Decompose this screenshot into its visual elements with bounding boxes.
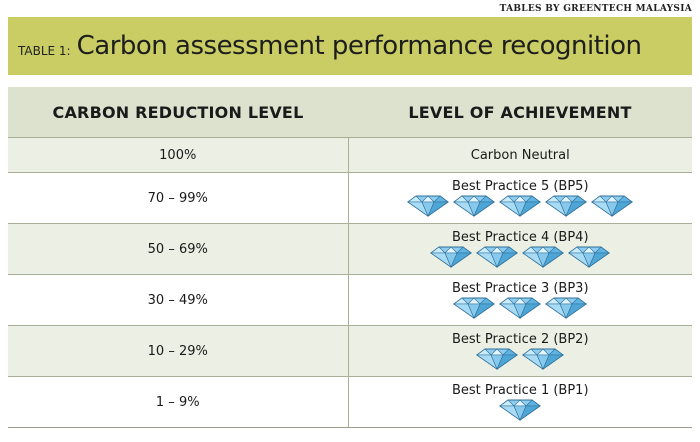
diamond-icon [476,246,519,268]
table-row: 100% Carbon Neutral [8,137,692,172]
diamond-icon [499,195,542,217]
achievement-label: Best Practice 4 (BP4) [451,230,589,245]
reduction-cell: 100% [8,138,349,172]
reduction-cell: 70 – 99% [8,173,349,223]
achievement-label: Best Practice 2 (BP2) [451,332,589,347]
reduction-cell: 1 – 9% [8,377,349,427]
diamond-rating [453,297,588,319]
header-reduction-level: CARBON REDUCTION LEVEL [52,102,304,122]
table-row: 50 – 69% Best Practice 4 (BP4) [8,223,692,274]
diamond-icon [407,195,450,217]
achievement-cell: Best Practice 2 (BP2) [349,326,693,376]
diamond-rating [499,399,542,421]
table-row: 10 – 29% Best Practice 2 (BP2) [8,325,692,376]
page-title: Carbon assessment performance recognitio… [76,31,642,61]
table-row: 1 – 9% Best Practice 1 (BP1) [8,376,692,427]
diamond-rating [430,246,611,268]
diamond-rating [407,195,634,217]
diamond-icon [430,246,473,268]
diamond-rating [476,348,565,370]
diamond-icon [522,246,565,268]
achievement-cell: Carbon Neutral [349,138,693,172]
recognition-table: CARBON REDUCTION LEVEL LEVEL OF ACHIEVEM… [8,87,692,428]
achievement-cell: Best Practice 4 (BP4) [349,224,693,274]
diamond-icon [476,348,519,370]
reduction-cell: 30 – 49% [8,275,349,325]
achievement-label: Carbon Neutral [470,147,570,163]
table-label: TABLE 1: [18,44,71,58]
achievement-label: Best Practice 3 (BP3) [451,281,589,296]
diamond-icon [568,246,611,268]
achievement-cell: Best Practice 5 (BP5) [349,173,693,223]
achievement-label: Best Practice 1 (BP1) [451,383,589,398]
table-row: 30 – 49% Best Practice 3 (BP3) [8,274,692,325]
title-banner: TABLE 1: Carbon assessment performance r… [8,17,692,75]
achievement-cell: Best Practice 1 (BP1) [349,377,693,427]
diamond-icon [453,297,496,319]
reduction-cell: 50 – 69% [8,224,349,274]
diamond-icon [545,297,588,319]
diamond-icon [499,297,542,319]
table-row: 70 – 99% Best Practice 5 (BP5) [8,172,692,223]
diamond-icon [545,195,588,217]
diamond-icon [499,399,542,421]
header-level-of-achievement: LEVEL OF ACHIEVEMENT [408,102,632,122]
reduction-cell: 10 – 29% [8,326,349,376]
achievement-cell: Best Practice 3 (BP3) [349,275,693,325]
diamond-icon [453,195,496,217]
credit-line: TABLES BY GREENTECH MALAYSIA [499,4,692,14]
table-header: CARBON REDUCTION LEVEL LEVEL OF ACHIEVEM… [8,87,692,137]
diamond-icon [522,348,565,370]
achievement-label: Best Practice 5 (BP5) [451,179,589,194]
diamond-icon [591,195,634,217]
